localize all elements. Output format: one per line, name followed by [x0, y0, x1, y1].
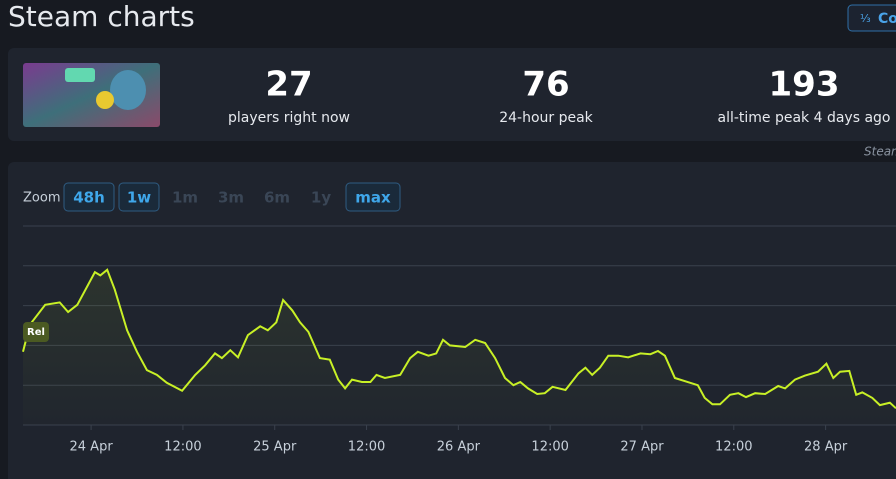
badge-bg: [23, 322, 49, 342]
x-tick-label: 25 Apr: [253, 440, 297, 455]
source-label: Steam: [864, 145, 896, 159]
stat-value: 193: [769, 65, 840, 105]
zoom-option: max: [355, 189, 391, 207]
zoom-frame: [345, 182, 401, 212]
stat-label: 24-hour peak: [499, 110, 593, 126]
x-tick-label: 12:00: [715, 440, 752, 455]
zoom-button[interactable]: max: [345, 182, 401, 212]
button-frame: [847, 4, 896, 32]
legend-entry: Rel: [27, 327, 45, 338]
x-tick-label: 12:00: [348, 440, 385, 455]
image-shape: [96, 91, 114, 109]
zoom-option: 48h: [73, 189, 105, 207]
plot: 24 Apr 12:00 25 Apr 12:00 26 Apr 12:00 27 Apr 1…: [22, 225, 896, 455]
zoom-button: 1m: [172, 189, 198, 207]
zoom-button[interactable]: 1w: [118, 182, 160, 212]
zoom-button: 3m: [218, 189, 244, 207]
x-tick-label: 28 Apr: [804, 440, 848, 455]
zoom-option: 1m: [172, 189, 198, 207]
zoom-option: 6m: [264, 189, 290, 207]
series-badge[interactable]: Rel: [23, 322, 49, 342]
zoom-button: 6m: [264, 189, 290, 207]
image-shape: [65, 68, 95, 82]
zoom-option: 1w: [127, 189, 151, 207]
image-shape: [110, 70, 146, 110]
x-tick-label: 27 Apr: [620, 440, 664, 455]
page-title: Steam charts: [8, 0, 195, 33]
x-tick-label: 26 Apr: [437, 440, 481, 455]
button-label: Co: [878, 11, 896, 27]
game-image: [23, 63, 160, 127]
zoom-buttons: 48h 1w 1m 3m 6m 1y max: [63, 182, 401, 212]
zoom-frame: [118, 182, 160, 212]
zoom-button: 1y: [311, 189, 331, 207]
zoom-button[interactable]: 48h: [63, 182, 115, 212]
zoom-option: 3m: [218, 189, 244, 207]
x-tick-label: 24 Apr: [70, 440, 114, 455]
zoom-option: 1y: [311, 189, 331, 207]
stats-card: [8, 48, 896, 141]
x-tick-label: 12:00: [531, 440, 568, 455]
zoom-label: Zoom: [23, 191, 60, 206]
stat-value: 76: [522, 65, 569, 105]
compare-button[interactable]: ⅓ Co: [847, 4, 896, 32]
stat-label: all-time peak 4 days ago: [717, 110, 890, 126]
stat-value: 27: [265, 65, 312, 105]
zoom-frame: [63, 182, 115, 212]
line: [22, 268, 896, 410]
button-icon: ⅓: [860, 12, 871, 25]
x-tick-label: 12:00: [164, 440, 201, 455]
stat-label: players right now: [228, 110, 350, 126]
